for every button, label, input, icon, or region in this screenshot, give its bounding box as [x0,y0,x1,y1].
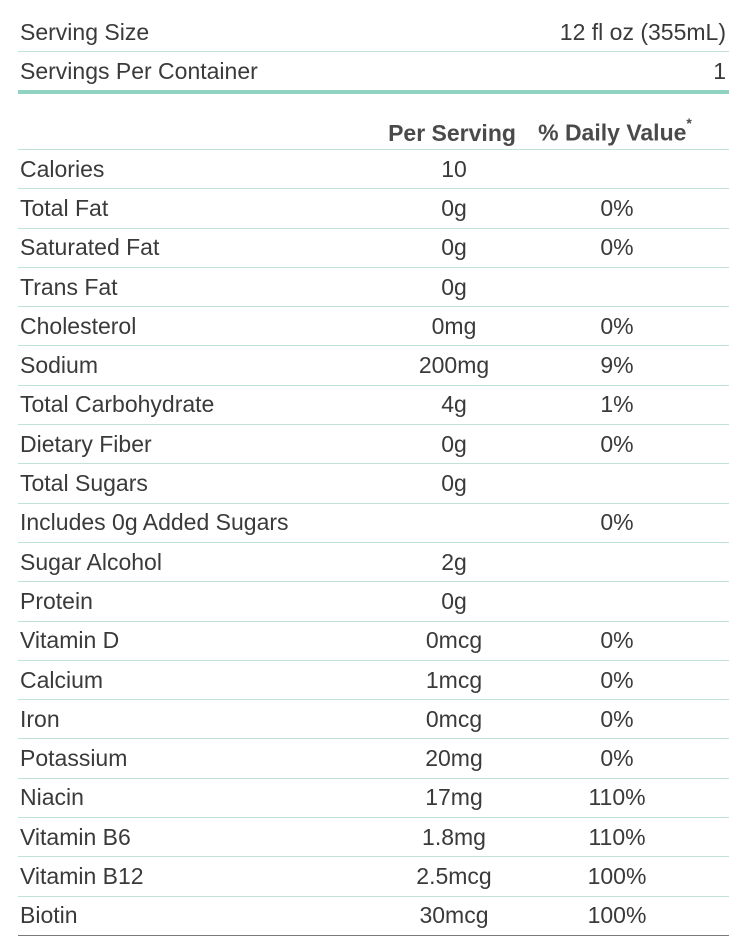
serving-size-label: Serving Size [20,18,150,45]
per-serving-value: 4g [441,391,467,418]
header-daily-value: % Daily Value* [520,115,710,147]
table-row: Trans Fat 0g [18,268,729,308]
nutrient-name: Protein [20,587,93,614]
table-row: Total Carbohydrate 4g 1% [18,386,729,426]
table-row: Includes 0g Added Sugars 0% [18,504,729,543]
daily-value-percent: 100% [587,862,647,889]
nutrient-name: Dietary Fiber [20,430,152,457]
servings-per-container-row: Servings Per Container 1 [18,52,729,94]
nutrient-name: Saturated Fat [20,234,160,261]
nutrient-name: Vitamin B6 [20,823,131,850]
table-row: Saturated Fat 0g 0% [18,229,729,268]
table-row: Calcium 1mcg 0% [18,661,729,701]
nutrient-name: Trans Fat [20,273,118,300]
daily-value-percent: 110% [588,823,646,850]
per-serving-value: 0g [441,470,467,497]
per-serving-value: 20mg [425,745,483,772]
daily-value-percent: 0% [600,312,634,339]
table-row: Total Fat 0g 0% [18,189,729,229]
daily-value-percent: 0% [600,234,634,261]
nutrient-name: Calcium [20,666,104,693]
daily-value-percent: 0% [600,745,634,772]
nutrient-name: Iron [20,705,60,732]
per-serving-value: 2g [441,548,467,575]
per-serving-value: 200mg [418,352,490,379]
nutrient-name: Calories [20,155,105,182]
per-serving-value: 1mcg [425,666,483,693]
per-serving-value: 2.5mcg [416,862,492,889]
nutrient-name: Niacin [20,784,84,811]
serving-size-row: Serving Size 12 fl oz (355mL) [18,13,729,52]
per-serving-value: 0g [441,234,467,261]
table-row: Vitamin B12 2.5mcg 100% [18,857,729,897]
daily-value-percent: 0% [600,430,634,457]
servings-per-container-label: Servings Per Container [20,57,258,84]
per-serving-value: 17mg [425,784,483,811]
table-row: Dietary Fiber 0g 0% [18,425,729,465]
nutrient-name: Vitamin B12 [20,862,144,889]
header-daily-value-text: % Daily Value [538,120,687,146]
nutrient-name: Total Carbohydrate [20,391,215,418]
daily-value-percent: 100% [587,902,647,929]
per-serving-value: 1.8mg [422,823,486,850]
daily-value-percent: 1% [600,391,634,418]
serving-size-value: 12 fl oz (355mL) [559,18,726,45]
table-row: Protein 0g [18,582,729,622]
table-row: Iron 0mcg 0% [18,700,729,740]
per-serving-value: 0g [441,273,467,300]
table-row: Vitamin B6 1.8mg 110% [18,818,729,858]
daily-value-percent: 110% [588,784,646,811]
table-header-row: Per Serving % Daily Value* [18,94,729,150]
daily-value-percent: 0% [600,194,634,221]
per-serving-value: 0mcg [425,705,483,732]
table-row: Calories 10 [18,150,729,190]
nutrient-name: Includes 0g Added Sugars [20,509,289,536]
nutrient-rows: Calories 10 Total Fat 0g 0% Saturated Fat 0g 0%… [18,150,729,936]
nutrient-name: Sugar Alcohol [20,548,162,575]
daily-value-percent: 0% [600,509,634,536]
nutrient-name: Total Sugars [20,470,148,497]
per-serving-value: 0g [441,587,467,614]
per-serving-value: 0g [441,430,467,457]
table-row: Sugar Alcohol 2g [18,543,729,583]
nutrient-name: Vitamin D [20,627,120,654]
table-row: Niacin 17mg 110% [18,779,729,819]
table-row: Potassium 20mg 0% [18,739,729,779]
nutrient-name: Sodium [20,352,98,379]
nutrition-facts-panel: Serving Size 12 fl oz (355mL) Servings P… [18,13,729,936]
table-row: Sodium 200mg 9% [18,346,729,386]
daily-value-percent: 0% [600,627,634,654]
table-row: Cholesterol 0mg 0% [18,307,729,347]
header-asterisk: * [686,115,692,132]
servings-per-container-value: 1 [713,57,726,84]
table-row: Biotin 30mcg 100% [18,897,729,936]
per-serving-value: 0g [441,194,467,221]
daily-value-percent: 0% [600,666,634,693]
nutrient-name: Biotin [20,902,78,929]
nutrient-name: Total Fat [20,194,109,221]
nutrient-name: Cholesterol [20,312,137,339]
daily-value-percent: 9% [600,352,634,379]
nutrient-name: Potassium [20,745,128,772]
per-serving-value: 30mcg [419,902,489,929]
per-serving-value: 0mg [431,312,477,339]
header-per-serving: Per Serving [388,120,516,146]
per-serving-value: 0mcg [425,627,483,654]
table-row: Vitamin D 0mcg 0% [18,622,729,661]
daily-value-percent: 0% [600,705,634,732]
per-serving-value: 10 [441,155,467,182]
table-row: Total Sugars 0g [18,464,729,504]
